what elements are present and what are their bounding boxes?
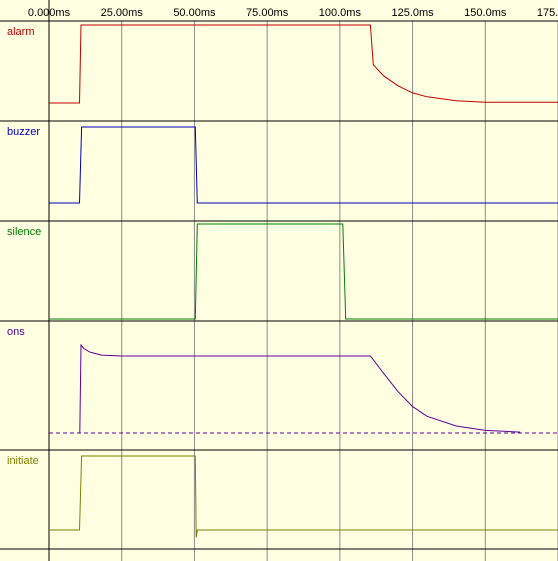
signal-label: alarm — [7, 26, 35, 38]
time-tick-label: 175.0ms — [537, 7, 558, 19]
signal-label: initiate — [7, 455, 39, 467]
time-tick-label: 25.00ms — [101, 7, 144, 19]
time-tick-label: 50.00ms — [173, 7, 216, 19]
waveform — [49, 126, 558, 204]
time-tick-label: 100.0ms — [319, 7, 362, 19]
waveform — [79, 343, 521, 434]
time-tick-label: 125.0ms — [391, 7, 434, 19]
waveform — [49, 24, 558, 104]
waveform — [49, 455, 558, 538]
signal-label: buzzer — [7, 126, 40, 138]
signal-label: silence — [7, 226, 41, 238]
signal-label: ons — [7, 326, 25, 338]
waveform — [49, 223, 558, 320]
time-tick-label: 150.0ms — [464, 7, 507, 19]
time-tick-label: 75.00ms — [246, 7, 289, 19]
